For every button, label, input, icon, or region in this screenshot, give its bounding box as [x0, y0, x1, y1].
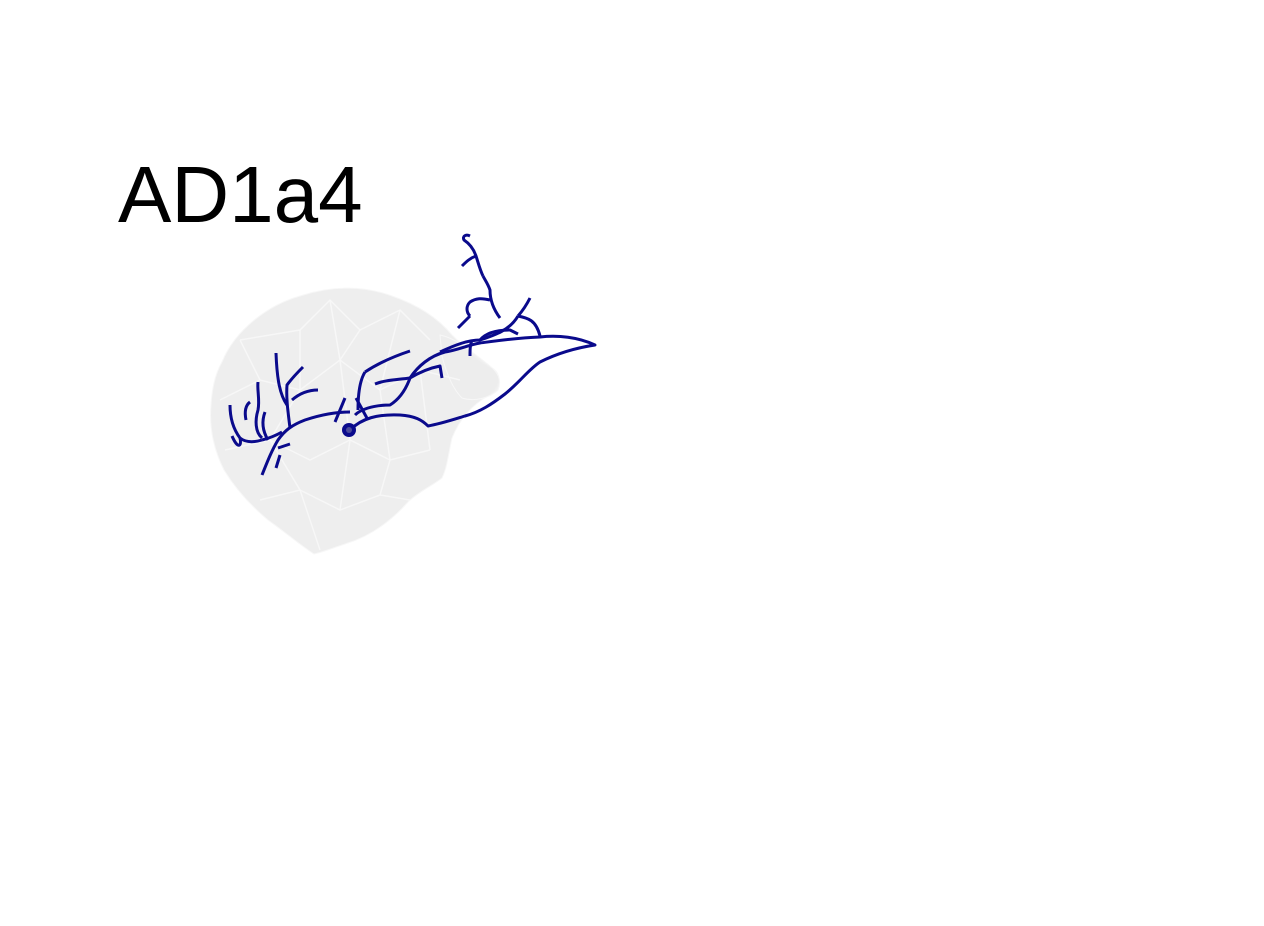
neurite-branch-27 — [468, 339, 474, 357]
neurite-branch-8 — [274, 352, 289, 406]
neurite-branch-14 — [230, 435, 242, 447]
neurite-branch-20 — [516, 297, 532, 317]
neurite-branch-25 — [465, 297, 491, 318]
neuron-skeleton — [228, 233, 597, 476]
mesh-body — [210, 287, 500, 555]
neurite-branch-11 — [261, 411, 270, 441]
neurite-branch-3 — [356, 371, 367, 411]
neurite-branch-4 — [364, 349, 411, 374]
neurite-branch-24 — [460, 254, 477, 268]
neurite-branch-23 — [462, 233, 485, 277]
neurite-branch-18 — [409, 364, 444, 380]
neurite-branch-17 — [274, 454, 282, 469]
neurite-branch-1 — [374, 376, 411, 386]
neurite-branch-12 — [254, 381, 264, 440]
neurite-branch-21 — [517, 314, 542, 337]
neurite-branch-26 — [456, 314, 472, 330]
neurite-branch-9 — [291, 388, 319, 402]
neurite-branch-2 — [353, 377, 412, 417]
neurite-branch-28 — [478, 328, 519, 342]
neurite-branch-6 — [354, 397, 370, 421]
neurite-branch-16 — [277, 442, 291, 450]
neurite-branch-7 — [285, 365, 305, 429]
soma-inner — [346, 427, 352, 433]
neurite-branch-15 — [243, 400, 251, 421]
neurite-left-trunk — [260, 410, 351, 476]
neuron-title: AD1a4 — [118, 150, 363, 239]
neurite-branch-22 — [481, 275, 502, 319]
brain-region-mesh — [210, 287, 501, 555]
neurite-branch-10 — [261, 430, 283, 442]
neurite-branch-5 — [333, 397, 347, 423]
mesh-facets — [219, 298, 461, 551]
soma — [342, 423, 356, 437]
